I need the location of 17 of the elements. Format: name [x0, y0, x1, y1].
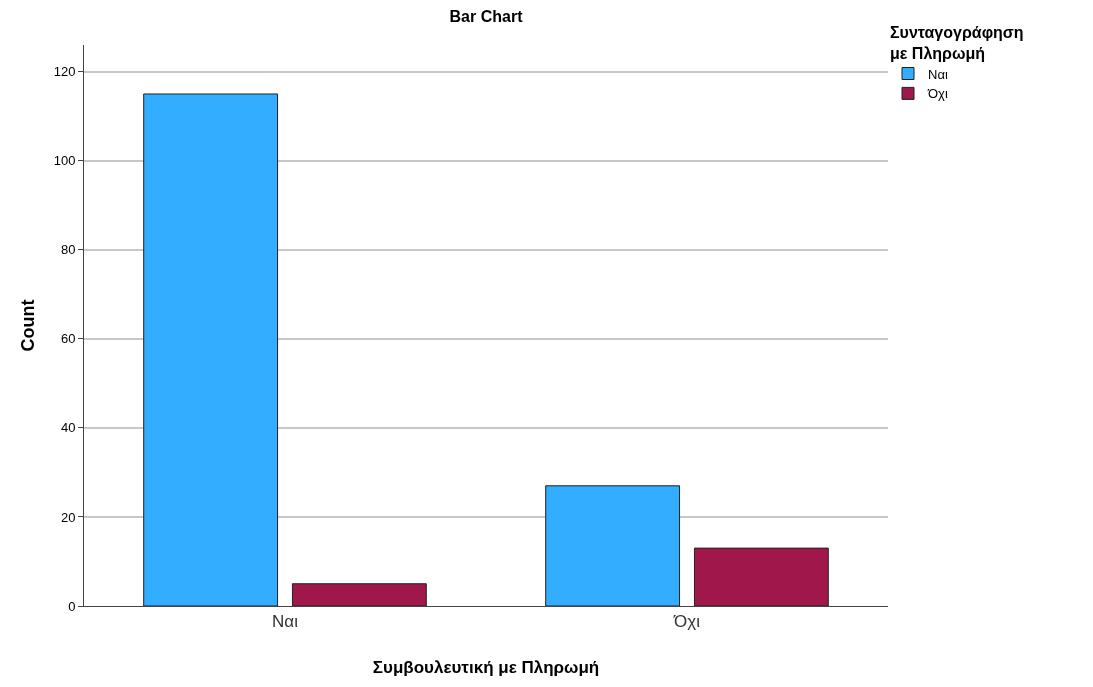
- bar: [291, 583, 427, 606]
- y-tick-label: 40: [60, 420, 76, 436]
- y-tick-label: 120: [53, 64, 76, 80]
- legend-title: Συνταγογράφηση με Πληρωμή: [890, 23, 1024, 62]
- legend-label: Ναι: [928, 66, 948, 82]
- chart-title: Bar Chart: [449, 7, 524, 25]
- x-axis-title: Συμβουλευτική με Πληρωμή: [372, 657, 600, 677]
- bar: [143, 93, 279, 606]
- bar: [545, 485, 681, 606]
- y-axis-title: Count: [17, 299, 38, 352]
- y-tick-label: 60: [60, 331, 76, 347]
- y-tick-label: 20: [60, 509, 76, 525]
- legend-label: Όχι: [927, 86, 948, 102]
- y-tick-label: 80: [60, 242, 76, 258]
- y-tick-label: 0: [68, 598, 76, 614]
- y-tick-label: 100: [53, 153, 76, 169]
- bar: [693, 547, 829, 606]
